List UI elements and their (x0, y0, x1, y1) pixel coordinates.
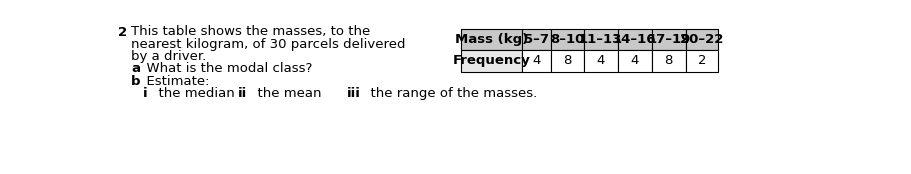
Bar (521, 29, 551, 50)
Text: by a driver.: by a driver. (131, 50, 206, 63)
Text: i: i (143, 87, 148, 100)
Text: 2: 2 (698, 54, 706, 67)
Text: iii: iii (346, 87, 360, 100)
Bar (686, 50, 719, 72)
Text: nearest kilogram, of 30 parcels delivered: nearest kilogram, of 30 parcels delivere… (131, 38, 405, 51)
Bar (618, 29, 651, 50)
Text: 8–10: 8–10 (550, 33, 585, 46)
Text: 8: 8 (563, 54, 571, 67)
Bar (686, 29, 719, 50)
Text: 8: 8 (665, 54, 673, 67)
Text: What is the modal class?: What is the modal class? (138, 62, 312, 76)
Text: the median: the median (150, 87, 235, 100)
Text: b: b (131, 75, 140, 88)
Text: Estimate:: Estimate: (138, 75, 210, 88)
Text: 17–19: 17–19 (647, 33, 691, 46)
Text: 4: 4 (597, 54, 605, 67)
Text: 4: 4 (630, 54, 639, 67)
Text: ii: ii (238, 87, 247, 100)
Text: the range of the masses.: the range of the masses. (362, 87, 537, 100)
Bar (551, 50, 584, 72)
Bar (651, 50, 686, 72)
Bar (461, 50, 521, 72)
Text: 4: 4 (532, 54, 540, 67)
Text: 2: 2 (118, 26, 127, 38)
Text: Mass (kg): Mass (kg) (455, 33, 528, 46)
Bar (461, 29, 521, 50)
Text: a: a (131, 62, 140, 76)
Bar (618, 50, 651, 72)
Text: 11–13: 11–13 (578, 33, 622, 46)
Text: the mean: the mean (249, 87, 322, 100)
Text: 14–16: 14–16 (613, 33, 657, 46)
Text: 5–7: 5–7 (524, 33, 548, 46)
Text: This table shows the masses, to the: This table shows the masses, to the (131, 26, 370, 38)
Bar (551, 29, 584, 50)
Bar (521, 50, 551, 72)
Text: 20–22: 20–22 (681, 33, 723, 46)
Bar (584, 29, 618, 50)
Bar (584, 50, 618, 72)
Bar (651, 29, 686, 50)
Text: Frequency: Frequency (453, 54, 530, 67)
